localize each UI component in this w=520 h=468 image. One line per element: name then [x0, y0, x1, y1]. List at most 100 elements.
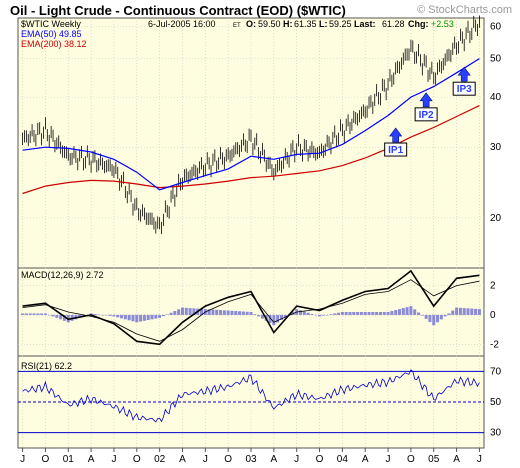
- macd-histogram-bar: [226, 310, 230, 315]
- macd-histogram-bar: [169, 312, 173, 315]
- macd-histogram-bar: [93, 313, 97, 315]
- rsi-y-label: 70: [490, 366, 502, 377]
- macd-histogram-bar: [32, 313, 36, 315]
- macd-histogram-bar: [413, 309, 417, 315]
- macd-histogram-bar: [268, 314, 272, 323]
- macd-histogram-bar: [477, 309, 481, 315]
- annotation-arrow: [389, 127, 403, 143]
- chart-marks: IP1 IP2 IP3: [21, 15, 481, 423]
- annotation-box: [384, 142, 408, 157]
- high-label: H:: [283, 19, 293, 29]
- y-tick-labels: 20 30 40 50 60 -2 0 2 30 50 70: [490, 21, 502, 438]
- quote-tz: ET: [233, 23, 241, 29]
- macd-histogram-bar: [462, 308, 466, 315]
- rsi-line: [22, 369, 480, 423]
- macd-histogram-bar: [177, 309, 181, 315]
- price-y-label: 20: [490, 213, 502, 224]
- low-value: 59.25: [329, 19, 352, 29]
- macd-histogram-bar: [405, 307, 409, 315]
- x-tick-label: 05: [428, 454, 440, 465]
- macd-histogram-bar: [24, 313, 28, 315]
- macd-histogram-bar: [337, 312, 341, 315]
- macd-histogram-bar: [238, 311, 242, 315]
- x-tick-label: A: [453, 454, 460, 465]
- annotation-box: [452, 81, 476, 96]
- ema200-label: EMA(200) 38.12: [21, 39, 87, 49]
- macd-histogram-bar: [424, 314, 428, 319]
- macd-histogram-bar: [219, 310, 223, 315]
- macd-histogram-bar: [276, 314, 280, 323]
- macd-histogram-bar: [200, 308, 204, 315]
- x-tick-label: 04: [337, 454, 349, 465]
- x-tick-labels: J O 01 A J O 02 A J O 03 A J O 04 A J O 05 A J: [20, 454, 482, 465]
- chg-value: +2.53: [431, 19, 454, 29]
- x-tick-label: 01: [63, 454, 75, 465]
- macd-histogram-bar: [325, 314, 329, 316]
- annotation-arrow: [419, 92, 433, 108]
- macd-histogram-bar: [344, 312, 348, 315]
- macd-histogram-bar: [59, 314, 63, 320]
- last-value: 61.28: [382, 19, 405, 29]
- macd-histogram-bar: [417, 312, 421, 315]
- x-tick-label: J: [20, 454, 25, 465]
- price-panel: [17, 17, 485, 269]
- macd-histogram-bar: [55, 314, 59, 318]
- macd-histogram-bar: [180, 307, 184, 315]
- macd-histogram-bar: [154, 314, 158, 319]
- macd-histogram-bar: [260, 314, 264, 319]
- open-value: 59.50: [258, 19, 281, 29]
- macd-histogram-bar: [298, 310, 302, 315]
- x-tick-label: A: [88, 454, 95, 465]
- last-label: Last:: [354, 19, 376, 29]
- rsi-label: RSI(21) 62.2: [21, 361, 72, 371]
- low-label: L:: [319, 19, 328, 29]
- x-tick-label: 02: [154, 454, 166, 465]
- macd-histogram-bar: [43, 313, 47, 315]
- ema50-line: [22, 58, 480, 191]
- macd-histogram-bar: [123, 314, 127, 320]
- macd-histogram-bar: [222, 310, 226, 315]
- macd-histogram-bar: [230, 310, 234, 315]
- symbol-label: $WTIC Weekly: [21, 19, 81, 29]
- macd-histogram-bar: [390, 311, 394, 315]
- macd-histogram-bar: [207, 309, 211, 315]
- macd-y-label: -2: [490, 339, 499, 350]
- ema200-line: [22, 105, 480, 195]
- macd-histogram-bar: [443, 314, 447, 317]
- macd-histogram-bar: [173, 311, 177, 315]
- macd-histogram-bar: [352, 312, 356, 315]
- macd-histogram-bar: [215, 309, 219, 315]
- macd-histogram-bar: [245, 311, 249, 315]
- macd-histogram-bar: [371, 312, 375, 315]
- macd-histogram-bar: [241, 311, 245, 315]
- macd-y-label: 2: [490, 281, 496, 292]
- x-tick-label: O: [133, 454, 141, 465]
- annotation-label: IP3: [457, 84, 472, 95]
- x-tick-label: A: [179, 454, 186, 465]
- macd-histogram-bar: [62, 314, 66, 321]
- macd-histogram-bar: [386, 312, 390, 315]
- rsi-y-label: 30: [490, 428, 502, 439]
- watermark: © StockCharts.com: [417, 4, 512, 16]
- x-tick-label: O: [224, 454, 232, 465]
- macd-histogram-bar: [329, 314, 333, 315]
- macd-histogram-bar: [439, 314, 443, 320]
- macd-histogram-bar: [359, 312, 363, 315]
- macd-histogram-bar: [97, 314, 101, 315]
- macd-histogram-bar: [367, 312, 371, 315]
- macd-histogram-bar: [310, 313, 314, 315]
- x-tick-label: J: [477, 454, 482, 465]
- macd-histogram-bar: [120, 314, 124, 319]
- price-y-label: 50: [490, 53, 502, 64]
- macd-histogram-bar: [161, 314, 165, 317]
- macd-histogram-bar: [131, 314, 135, 322]
- price-y-label: 30: [490, 142, 502, 153]
- x-tick-label: 03: [245, 454, 257, 465]
- macd-histogram-bar: [321, 314, 325, 316]
- macd-histogram-bar: [458, 307, 462, 315]
- macd-histogram-bar: [158, 314, 162, 318]
- macd-histogram-bar: [455, 307, 459, 315]
- macd-histogram-bar: [428, 314, 432, 323]
- macd-histogram-bar: [348, 312, 352, 315]
